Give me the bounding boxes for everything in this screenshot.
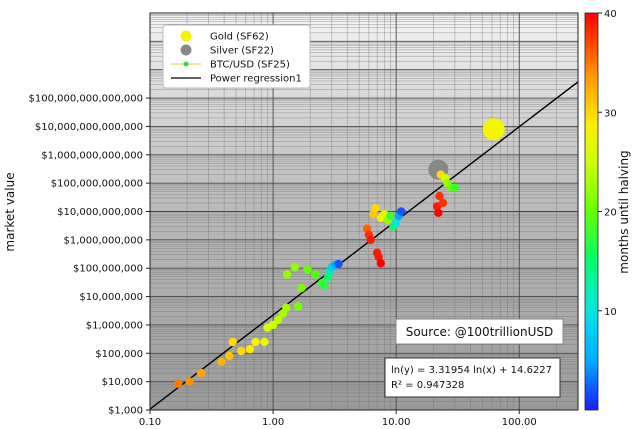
x-tick-label: 0.10	[139, 417, 161, 425]
btc-point	[294, 302, 303, 311]
y-tick-label: $100,000,000,000,000	[28, 94, 143, 105]
legend-silver-label: Silver (SF22)	[210, 46, 274, 57]
legend-silver-marker	[180, 44, 192, 56]
btc-point	[225, 351, 234, 361]
y-tick-label: $100,000,000,000	[51, 179, 143, 190]
regression-r2: R² = 0.947328	[391, 380, 464, 391]
btc-point	[297, 283, 306, 293]
btc-point	[236, 346, 246, 356]
source-text: Source: @100trillionUSD	[406, 325, 554, 339]
btc-point	[303, 265, 312, 274]
colorbar-tick-label: 30	[604, 108, 617, 119]
x-tick-label: 100.00	[502, 417, 537, 425]
btc-point	[245, 344, 255, 354]
btc-point	[311, 270, 320, 279]
btc-point	[319, 281, 329, 290]
colorbar-label: months until halving	[617, 150, 631, 273]
y-axis-ticks: $1,000 $10,000 $100,000 $1,000,000 $10,000,0…	[28, 94, 150, 417]
btc-point	[251, 337, 260, 347]
x-tick-label: 10.00	[382, 417, 411, 425]
legend-gold-label: Gold (SF62)	[210, 32, 269, 43]
data-points	[174, 118, 505, 388]
y-tick-label: $10,000,000	[79, 292, 143, 303]
btc-point	[185, 377, 194, 386]
legend-btc-label: BTC/USD (SF25)	[210, 60, 290, 71]
btc-point	[228, 337, 237, 347]
colorbar: 10 20 30 40 months until halving	[584, 9, 631, 411]
btc-point	[366, 235, 375, 245]
btc-point	[174, 379, 183, 388]
btc-point	[450, 183, 460, 192]
y-tick-label: $1,000,000,000,000	[41, 150, 143, 161]
legend-box	[162, 24, 311, 89]
btc-point	[196, 368, 206, 378]
source-box-frame	[395, 318, 564, 345]
y-tick-label: $1,000,000	[86, 320, 143, 331]
y-tick-label: $100,000,000	[73, 264, 143, 275]
colorbar-tick-label: 40	[604, 9, 617, 20]
btc-point	[438, 198, 448, 208]
btc-point	[397, 207, 406, 216]
y-tick-label: $10,000	[102, 377, 143, 388]
btc-point	[362, 224, 372, 233]
y-tick-label: $1,000,000,000	[63, 235, 143, 246]
source-annotation: Source: @100trillionUSD	[395, 318, 564, 345]
btc-point	[376, 259, 386, 268]
btc-point	[435, 191, 444, 201]
btc-point	[391, 218, 401, 227]
regression-equation: ln(y) = 3.31954 ln(x) + 14.6227	[391, 365, 552, 376]
btc-point	[260, 337, 269, 347]
btc-point	[217, 357, 226, 367]
regression-line	[150, 81, 578, 410]
y-axis-label: market value	[3, 172, 17, 251]
gold-point	[482, 118, 505, 141]
btc-point	[434, 208, 443, 217]
regression-equation-box: ln(y) = 3.31954 ln(x) + 14.6227 R² = 0.94…	[384, 357, 561, 398]
btc-point	[290, 262, 299, 272]
y-tick-label: $1,000	[108, 406, 143, 417]
btc-point	[282, 270, 292, 279]
legend-gold-marker	[180, 30, 192, 42]
btc-point	[282, 303, 291, 313]
y-tick-label: $100,000	[95, 349, 143, 360]
colorbar-tick-label: 10	[604, 307, 617, 318]
btc-point	[334, 259, 343, 269]
y-tick-label: $10,000,000,000,000	[35, 122, 143, 133]
legend: Gold (SF62) Silver (SF22) BTC/USD (SF25) Po…	[162, 24, 311, 89]
legend-btc-marker	[183, 61, 189, 67]
btc-point	[273, 315, 283, 325]
power-regression-line	[150, 81, 578, 410]
colorbar-gradient	[584, 12, 599, 411]
legend-regression-label: Power regression1	[210, 74, 302, 85]
equation-box-frame	[384, 357, 561, 398]
btc-point	[386, 211, 395, 221]
btc-point	[371, 204, 380, 213]
x-axis-ticks: 0.10 1.00 10.00 100.00	[139, 410, 537, 428]
colorbar-tick-label: 20	[604, 208, 617, 219]
y-tick-label: $10,000,000,000	[57, 207, 143, 218]
x-tick-label: 1.00	[262, 417, 284, 425]
